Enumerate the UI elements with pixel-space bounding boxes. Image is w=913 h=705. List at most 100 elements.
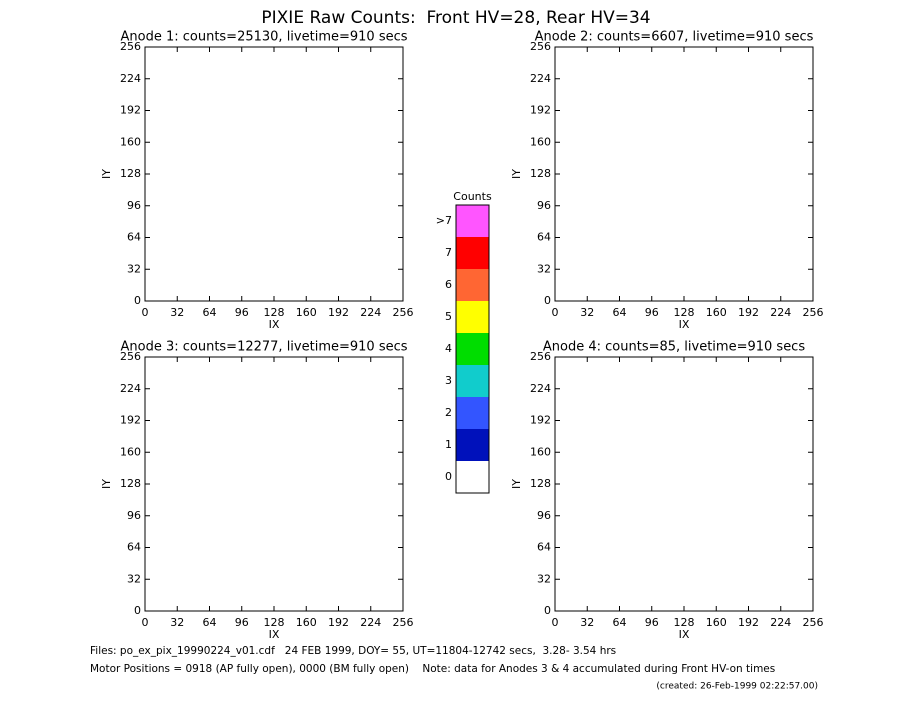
x-tick-label: 0 — [552, 306, 559, 319]
y-tick-label: 64 — [537, 231, 551, 244]
y-tick-label: 128 — [120, 477, 141, 490]
y-axis-label: IY — [100, 479, 113, 489]
x-tick-label: 64 — [203, 306, 217, 319]
colorbar-block — [456, 461, 489, 493]
colorbar-block — [456, 365, 489, 397]
y-tick-label: 0 — [544, 294, 551, 307]
footer-motor: Motor Positions = 0918 (AP fully open), … — [90, 663, 775, 675]
x-tick-label: 0 — [552, 616, 559, 629]
x-tick-label: 0 — [142, 616, 149, 629]
y-tick-label: 64 — [127, 231, 141, 244]
x-axis-label: IX — [269, 318, 280, 331]
colorbar-label: 1 — [445, 438, 452, 451]
colorbar-block — [456, 237, 489, 269]
y-tick-label: 96 — [537, 199, 551, 212]
x-tick-label: 256 — [393, 616, 414, 629]
colorbar-block — [456, 205, 489, 237]
y-tick-label: 192 — [530, 414, 551, 427]
y-axis-label: IY — [510, 169, 523, 179]
y-tick-label: 256 — [120, 40, 141, 53]
y-tick-label: 160 — [530, 135, 551, 148]
y-tick-label: 256 — [530, 40, 551, 53]
y-tick-label: 224 — [530, 72, 551, 85]
x-tick-label: 160 — [706, 306, 727, 319]
colorbar-label: 0 — [445, 470, 452, 483]
colorbar-label: 2 — [445, 406, 452, 419]
x-tick-label: 224 — [770, 306, 791, 319]
x-tick-label: 192 — [328, 306, 349, 319]
colorbar-label: 3 — [445, 374, 452, 387]
plot-frame — [554, 46, 814, 302]
y-tick-label: 128 — [530, 477, 551, 490]
colorbar-block — [456, 429, 489, 461]
y-tick-label: 64 — [127, 541, 141, 554]
y-tick-label: 128 — [120, 167, 141, 180]
colorbar-label: >7 — [436, 214, 452, 227]
x-tick-label: 32 — [170, 616, 184, 629]
x-tick-label: 224 — [770, 616, 791, 629]
colorbar-block — [456, 333, 489, 365]
panel-title: Anode 3: counts=12277, livetime=910 secs — [120, 340, 407, 355]
colorbar-label: 7 — [445, 246, 452, 259]
y-tick-label: 192 — [120, 414, 141, 427]
x-tick-label: 192 — [738, 306, 759, 319]
y-tick-label: 256 — [530, 350, 551, 363]
x-tick-label: 96 — [645, 616, 659, 629]
plot-frame — [144, 356, 404, 612]
footer-files: Files: po_ex_pix_19990224_v01.cdf 24 FEB… — [90, 645, 616, 657]
y-tick-label: 32 — [537, 262, 551, 275]
colorbar-label: 6 — [445, 278, 452, 291]
x-tick-label: 96 — [235, 616, 249, 629]
footer-created: (created: 26-Feb-1999 02:22:57.00) — [656, 682, 818, 692]
colorbar-title: Counts — [453, 190, 492, 203]
x-axis-label: IX — [679, 628, 690, 641]
y-tick-label: 0 — [134, 604, 141, 617]
plot-frame — [554, 356, 814, 612]
colorbar-block — [456, 269, 489, 301]
x-tick-label: 256 — [393, 306, 414, 319]
plot-frame — [144, 46, 404, 302]
x-tick-label: 256 — [803, 616, 824, 629]
x-axis-label: IX — [679, 318, 690, 331]
x-tick-label: 192 — [328, 616, 349, 629]
x-tick-label: 192 — [738, 616, 759, 629]
x-tick-label: 224 — [360, 306, 381, 319]
x-tick-label: 0 — [142, 306, 149, 319]
x-tick-label: 160 — [706, 616, 727, 629]
y-tick-label: 0 — [544, 604, 551, 617]
y-tick-label: 160 — [530, 445, 551, 458]
y-tick-label: 224 — [120, 72, 141, 85]
x-tick-label: 128 — [264, 306, 285, 319]
y-tick-label: 32 — [127, 262, 141, 275]
colorbar-block — [456, 397, 489, 429]
y-axis-label: IY — [100, 169, 113, 179]
colorbar-label: 4 — [445, 342, 452, 355]
x-tick-label: 96 — [645, 306, 659, 319]
colorbar-label: 5 — [445, 310, 452, 323]
y-axis-label: IY — [510, 479, 523, 489]
x-tick-label: 32 — [580, 306, 594, 319]
y-tick-label: 224 — [120, 382, 141, 395]
x-tick-label: 96 — [235, 306, 249, 319]
y-tick-label: 64 — [537, 541, 551, 554]
x-axis-label: IX — [269, 628, 280, 641]
x-tick-label: 128 — [674, 616, 695, 629]
y-tick-label: 160 — [120, 445, 141, 458]
panel-title: Anode 2: counts=6607, livetime=910 secs — [535, 30, 814, 45]
y-tick-label: 32 — [127, 572, 141, 585]
colorbar-frame — [455, 204, 490, 494]
panel-title: Anode 4: counts=85, livetime=910 secs — [543, 340, 805, 355]
x-tick-label: 32 — [170, 306, 184, 319]
x-tick-label: 128 — [264, 616, 285, 629]
x-tick-label: 64 — [613, 306, 627, 319]
panel-title: Anode 1: counts=25130, livetime=910 secs — [120, 30, 407, 45]
y-tick-label: 192 — [530, 104, 551, 117]
x-tick-label: 224 — [360, 616, 381, 629]
x-tick-label: 160 — [296, 616, 317, 629]
y-tick-label: 96 — [127, 509, 141, 522]
x-tick-label: 32 — [580, 616, 594, 629]
y-tick-label: 224 — [530, 382, 551, 395]
y-tick-label: 192 — [120, 104, 141, 117]
